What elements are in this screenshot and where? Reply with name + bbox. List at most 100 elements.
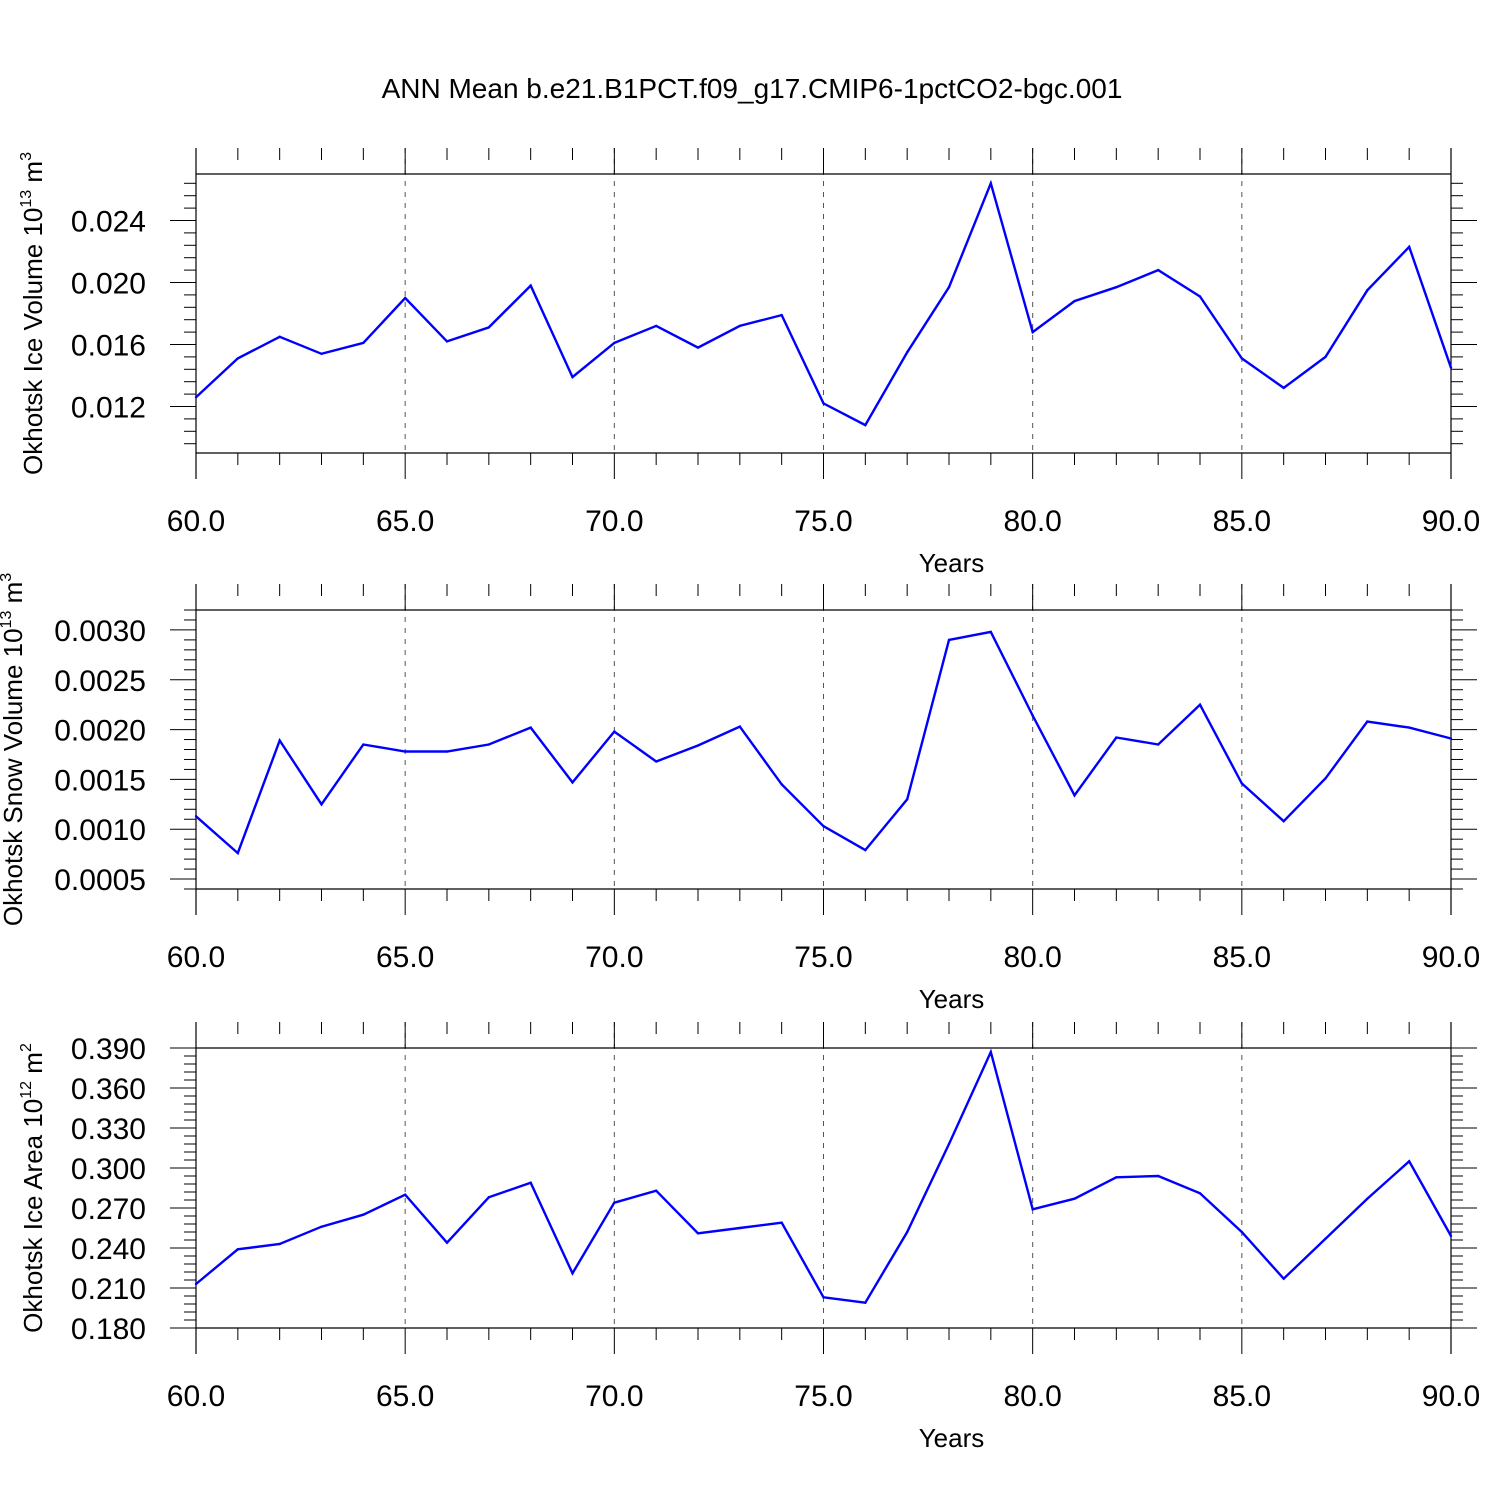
- data-point: [1282, 386, 1285, 390]
- data-point: [1366, 1197, 1369, 1200]
- data-point: [320, 352, 323, 355]
- data-point: [1240, 782, 1244, 785]
- y-axis-title: Okhotsk Ice Volume 1013 m3: [18, 152, 48, 475]
- data-point: [571, 375, 574, 379]
- y-axis-title-part: m: [18, 161, 48, 190]
- data-point: [445, 340, 449, 343]
- data-point: [905, 798, 909, 801]
- data-point: [738, 324, 742, 328]
- data-point: [1449, 366, 1453, 369]
- data-point: [278, 335, 281, 338]
- data-point: [1198, 703, 1202, 706]
- data-point: [487, 326, 491, 329]
- y-tick-label: 0.270: [71, 1193, 146, 1226]
- data-point: [654, 324, 658, 328]
- y-axis-title-superscript: 3: [0, 573, 15, 582]
- data-point: [1282, 1277, 1285, 1280]
- data-point: [654, 760, 658, 763]
- y-axis-title-part: Okhotsk Snow Volume 10: [0, 628, 28, 926]
- y-axis-title-superscript: 13: [0, 611, 15, 629]
- data-point: [613, 341, 616, 345]
- data-point: [1031, 330, 1034, 334]
- y-tick-label: 0.024: [71, 206, 146, 239]
- data-point: [1156, 1174, 1160, 1178]
- x-tick-label: 90.0: [1422, 505, 1480, 538]
- data-point: [696, 1232, 700, 1235]
- x-tick-label: 80.0: [1003, 505, 1061, 538]
- x-tick-label: 90.0: [1422, 941, 1480, 974]
- data-point: [738, 1226, 742, 1230]
- data-point: [1282, 820, 1285, 823]
- x-tick-label: 70.0: [585, 505, 643, 538]
- chart-title: ANN Mean b.e21.B1PCT.f09_g17.CMIP6-1pctC…: [382, 73, 1123, 104]
- y-axis-title-superscript: 3: [18, 152, 35, 161]
- data-point: [947, 1142, 951, 1146]
- data-point: [613, 730, 616, 733]
- data-point: [696, 744, 700, 747]
- y-axis-title-part: m: [0, 582, 28, 611]
- data-point: [905, 351, 909, 354]
- data-point: [403, 296, 407, 300]
- data-point: [194, 1282, 198, 1286]
- y-tick-label: 0.330: [71, 1113, 146, 1146]
- data-point: [236, 357, 240, 360]
- data-point: [1240, 357, 1244, 360]
- data-point: [1198, 295, 1202, 298]
- data-point: [529, 284, 532, 287]
- data-point: [864, 1301, 867, 1304]
- x-tick-label: 60.0: [167, 505, 225, 538]
- data-point: [529, 726, 532, 729]
- data-point: [1031, 1208, 1034, 1211]
- data-point: [320, 803, 323, 806]
- y-axis-title-superscript: 13: [18, 190, 35, 208]
- y-axis-title: Okhotsk Ice Area 1012 m2: [18, 1043, 48, 1333]
- data-point: [194, 815, 198, 818]
- data-point: [780, 1221, 783, 1224]
- data-point: [445, 750, 449, 753]
- data-point: [403, 750, 407, 753]
- y-tick-label: 0.210: [71, 1273, 146, 1306]
- data-point: [1240, 1230, 1244, 1234]
- data-point: [696, 346, 700, 349]
- data-point: [905, 1230, 909, 1234]
- data-point: [822, 402, 825, 405]
- data-point: [1073, 299, 1076, 303]
- data-point: [654, 1189, 658, 1192]
- data-point: [403, 1193, 407, 1196]
- y-axis-title-part: Okhotsk Ice Area 10: [18, 1099, 48, 1333]
- data-point: [1115, 285, 1118, 289]
- data-point: [1156, 268, 1160, 272]
- x-tick-label: 65.0: [376, 505, 434, 538]
- data-point: [1324, 355, 1327, 359]
- x-tick-label: 70.0: [585, 1380, 643, 1413]
- data-point: [571, 781, 574, 784]
- x-tick-label: 85.0: [1213, 1380, 1271, 1413]
- data-point: [780, 313, 783, 317]
- x-tick-label: 70.0: [585, 941, 643, 974]
- y-tick-label: 0.012: [71, 392, 146, 425]
- y-tick-label: 0.020: [71, 268, 146, 301]
- y-axis-title-part: m: [18, 1052, 48, 1081]
- data-point: [445, 1241, 449, 1244]
- data-point: [278, 739, 281, 742]
- y-tick-label: 0.0020: [54, 715, 146, 748]
- data-point: [362, 341, 365, 345]
- data-point: [529, 1181, 532, 1184]
- data-point: [822, 825, 825, 828]
- data-point: [989, 1050, 993, 1054]
- chart-panel-3: 60.0 65.0 70.0 75.0 80.0 85.0 90.0 Years 0.180 0.…: [18, 1022, 1480, 1453]
- data-point: [1407, 726, 1411, 729]
- x-tick-label: 65.0: [376, 941, 434, 974]
- data-point: [864, 848, 867, 852]
- data-point: [278, 1242, 281, 1246]
- x-tick-label: 75.0: [794, 941, 852, 974]
- y-tick-label: 0.0030: [54, 615, 146, 648]
- y-tick-label: 0.016: [71, 330, 146, 363]
- data-point: [738, 725, 742, 728]
- data-point: [1156, 743, 1160, 746]
- y-tick-label: 0.0015: [54, 764, 146, 797]
- data-point: [1407, 245, 1411, 249]
- y-axis-title-superscript: 2: [18, 1043, 35, 1052]
- data-point: [362, 743, 365, 746]
